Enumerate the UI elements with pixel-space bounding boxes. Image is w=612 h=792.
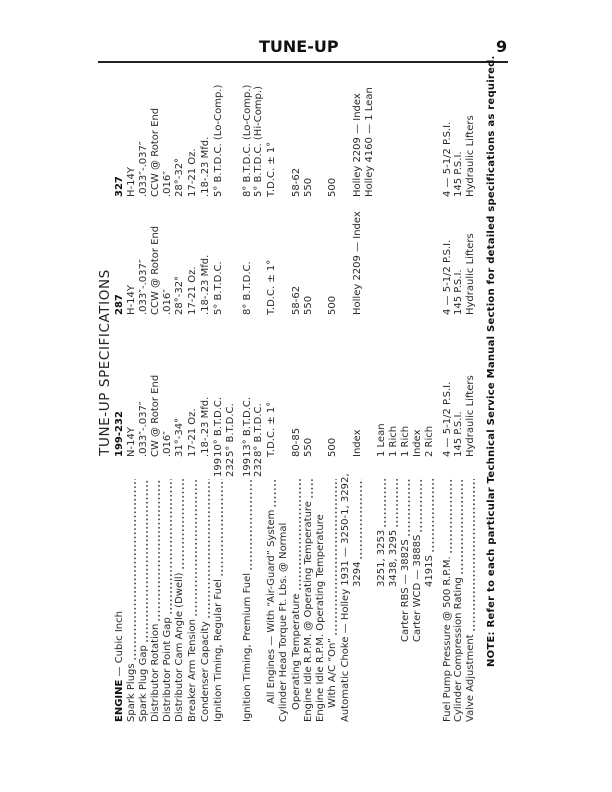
spec-value-199-232: 500 [326, 437, 338, 457]
spec-value-199-232: 5° B.T.D.C. [224, 403, 236, 457]
dot-leader [325, 479, 339, 637]
spec-value-199-232: .18-.23 Mfd. [199, 396, 211, 457]
row-label: Valve Adjustment [463, 459, 477, 722]
row-label: Cylinder Head Torque Ft. Lbs. @ Normal [277, 459, 290, 722]
spec-value-327: 5° B.T.D.C. (Hi-Comp.) [252, 86, 264, 197]
row-label-text: Breaker Arm Tension [186, 619, 198, 722]
spec-value-287: 500 [326, 295, 338, 315]
spec-value-327: 17-21 Oz. [186, 148, 198, 197]
footnote: NOTE: Refer to each particular Technical… [486, 55, 497, 667]
row-label: 232 [252, 457, 265, 722]
spec-value-199-232: 8° B.T.D.C. [252, 403, 264, 457]
row-label-text: Cylinder Head Torque Ft. Lbs. @ Normal [277, 522, 289, 722]
table-row: Distributor Cam Angle (Dwell) 31°-34° 28°-… [172, 57, 186, 727]
row-label-text: Condenser Capacity [199, 621, 211, 722]
spec-value-327: Hydraulic Lifters [464, 115, 476, 197]
dot-leader [422, 479, 436, 554]
spec-value-287: 28°-32° [173, 275, 185, 315]
spec-value-199-232: Hydraulic Lifters [464, 375, 476, 457]
dot-leader [172, 479, 186, 571]
row-label: With A/C “On” [325, 459, 339, 708]
table-row: Valve Adjustment Hydraulic Lifters Hydraul… [463, 57, 477, 727]
section-title: TUNE-UP [259, 37, 339, 56]
spec-value-327: 28°-32° [173, 157, 185, 197]
spec-table-rotated: TUNE-UP SPECIFICATIONS ENGINE — Cubic In… [95, 55, 515, 727]
page-number: 9 [496, 37, 508, 56]
spec-value-287: .18-.23 Mfd. [199, 254, 211, 315]
dot-leader [463, 479, 477, 633]
row-label: 232 [224, 457, 237, 722]
engine-heading: ENGINE [113, 679, 125, 722]
table-row: Condenser Capacity .18-.23 Mfd. .18-.23 Mf… [198, 57, 212, 727]
note-prefix: NOTE: [486, 631, 497, 667]
row-label-text: 4191S [423, 555, 435, 587]
dot-leader [185, 479, 199, 618]
engine-subheading: — Cubic Inch [113, 611, 125, 680]
row-label: Condenser Capacity [198, 459, 212, 722]
table-row: With A/C “On” 500 500 500 [325, 57, 339, 727]
row-label: Breaker Arm Tension [185, 459, 199, 722]
table-row: Cylinder Head Torque Ft. Lbs. @ Normal [277, 57, 290, 727]
table-row: 232 8° B.T.D.C. 5° B.T.D.C. (Hi-Comp.) [252, 57, 265, 727]
spec-value-199-232: 31°-34° [173, 417, 185, 457]
engine-size-suffix: 232 [252, 457, 264, 477]
spec-value-199-232: 2 Rich [423, 425, 435, 457]
row-label: Distributor Cam Angle (Dwell) [172, 459, 186, 722]
spec-value-327: .18-.23 Mfd. [199, 136, 211, 197]
spec-value-199-232: 17-21 Oz. [186, 408, 198, 457]
header-rule [98, 61, 508, 63]
table-row: Breaker Arm Tension 17-21 Oz. 17-21 Oz. 17-… [185, 57, 199, 727]
row-label-text: Distributor Cam Angle (Dwell) [173, 572, 185, 722]
table-row: 4191S 2 Rich [422, 57, 436, 727]
dot-leader [198, 479, 212, 620]
row-label-text: Valve Adjustment [464, 634, 476, 722]
row-label: 4191S [422, 459, 436, 587]
page-title: TUNE-UP SPECIFICATIONS [97, 269, 113, 456]
engine-size-suffix: 232 [224, 457, 236, 477]
note-text: Refer to each particular Technical Servi… [486, 55, 497, 632]
table-row: 232 5° B.T.D.C. [224, 57, 237, 727]
spec-value-287: 17-21 Oz. [186, 266, 198, 315]
spec-value-327: 500 [326, 177, 338, 197]
row-label-text: With A/C “On” [326, 638, 338, 708]
spec-value-287: Hydraulic Lifters [464, 233, 476, 315]
